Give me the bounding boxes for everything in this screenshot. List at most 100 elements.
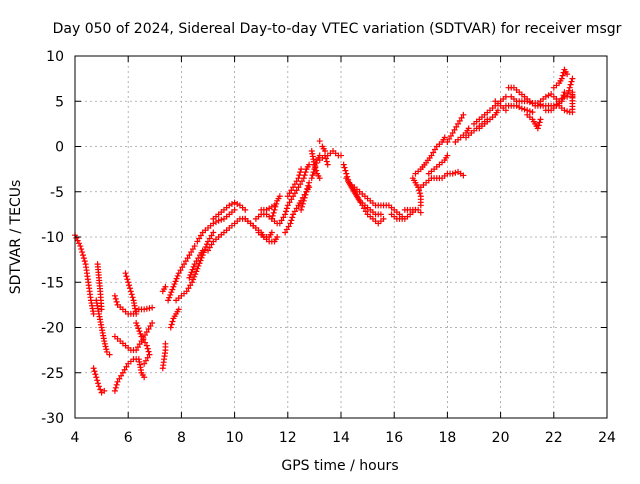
data-point (355, 196, 362, 203)
chart-title: Day 050 of 2024, Sidereal Day-to-day VTE… (53, 21, 622, 37)
y-tick-label: -5 (50, 185, 64, 201)
x-tick-label: 14 (332, 430, 350, 446)
data-point (455, 120, 462, 127)
data-point (190, 263, 197, 270)
data-point (305, 182, 312, 189)
data-point (143, 329, 150, 336)
data-point (451, 126, 458, 133)
data-point (568, 78, 575, 85)
data-point (142, 339, 149, 346)
data-point (268, 215, 275, 222)
y-tick-label: -20 (41, 321, 64, 337)
y-tick-label: -15 (41, 275, 64, 291)
data-point (280, 214, 287, 221)
data-point (145, 348, 152, 355)
data-point (170, 283, 177, 290)
data-point (90, 310, 97, 317)
data-point (303, 188, 310, 195)
data-point (291, 181, 298, 188)
data-point (357, 199, 364, 206)
data-point (542, 93, 549, 100)
data-point (298, 203, 305, 210)
data-point (79, 252, 86, 259)
data-point (323, 158, 330, 165)
data-point (274, 234, 281, 240)
data-point (128, 291, 135, 298)
data-point (283, 208, 290, 215)
data-point (502, 93, 509, 100)
y-tick-labels: -30 -25 -20 -15 -10 -5 0 5 10 (41, 49, 64, 427)
data-point (116, 375, 123, 382)
data-point (359, 202, 366, 209)
data-point (78, 246, 85, 253)
data-point (453, 123, 460, 130)
data-point (286, 190, 293, 197)
data-point (458, 114, 465, 121)
data-point (536, 119, 543, 126)
data-point (302, 169, 309, 176)
data-point (193, 268, 200, 275)
data-point (338, 152, 344, 159)
x-tick-label: 16 (385, 430, 403, 446)
x-tick-label: 10 (226, 430, 244, 446)
data-point (449, 129, 456, 136)
data-point (324, 161, 331, 168)
data-point (282, 211, 289, 218)
data-point (167, 291, 174, 298)
data-point (298, 166, 305, 173)
data-point (268, 229, 275, 236)
data-point (561, 89, 568, 96)
data-point (380, 215, 387, 222)
data-point (353, 193, 360, 200)
data-point (431, 146, 438, 153)
data-point (521, 106, 528, 113)
data-point (284, 202, 291, 209)
data-point (564, 90, 571, 97)
data-point (133, 347, 140, 354)
data-point (189, 266, 196, 273)
data-point (138, 333, 145, 340)
data-point (234, 200, 241, 207)
data-point (362, 208, 369, 215)
data-point (212, 219, 219, 226)
x-tick-label: 8 (177, 430, 186, 446)
data-point (304, 185, 311, 192)
data-point (93, 374, 100, 381)
data-point (134, 344, 141, 351)
data-point (191, 261, 198, 268)
data-point (171, 281, 178, 288)
data-point (169, 286, 176, 293)
data-point (184, 255, 191, 262)
data-point (269, 212, 276, 219)
data-point (312, 164, 319, 171)
grid (75, 56, 607, 418)
data-point (302, 191, 309, 198)
data-point (567, 81, 574, 88)
data-point (446, 135, 453, 142)
data-point (282, 229, 289, 236)
data-point (133, 319, 140, 326)
data-point (121, 366, 128, 373)
data-point (296, 172, 303, 179)
data-point (343, 175, 350, 182)
data-point (101, 387, 108, 394)
data-point (177, 267, 184, 274)
x-tick-label: 12 (279, 430, 297, 446)
data-point (559, 95, 566, 102)
data-point (194, 238, 201, 245)
data-point (558, 75, 565, 82)
data-point (301, 172, 308, 179)
axis-ticks (74, 55, 608, 419)
data-point (288, 217, 295, 224)
data-point (194, 265, 201, 272)
data-point (208, 232, 215, 239)
data-point (313, 167, 320, 174)
data-point (174, 272, 181, 279)
data-point (183, 288, 190, 295)
data-point (79, 249, 86, 256)
data-point (293, 178, 300, 185)
data-point (290, 211, 297, 218)
data-point (548, 91, 555, 98)
data-point (162, 340, 169, 347)
data-point (102, 343, 109, 350)
